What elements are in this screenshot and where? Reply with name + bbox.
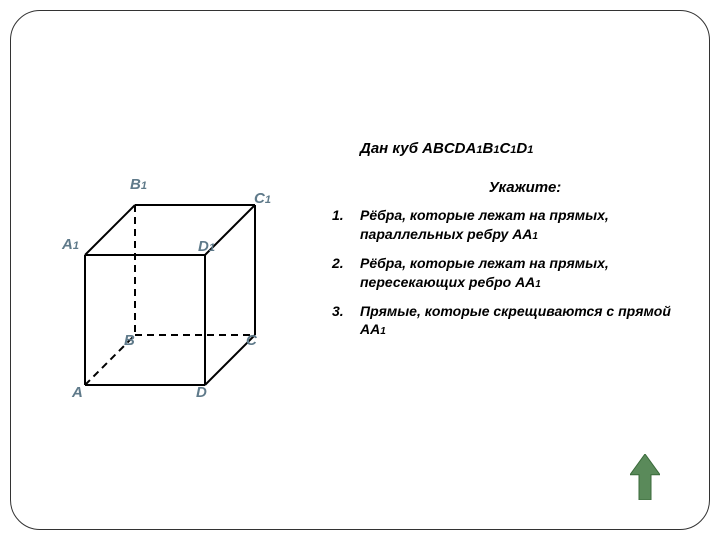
question-item: Прямые, которые скрещиваются с прямой АА… <box>320 302 690 340</box>
question-item: Рёбра, которые лежат на прямых, параллел… <box>320 206 690 244</box>
label-b1: B1 <box>130 176 147 193</box>
label-a1: A1 <box>62 236 79 253</box>
label-b: B <box>124 332 135 349</box>
label-c1: C1 <box>254 190 271 207</box>
label-a: A <box>72 384 83 401</box>
edge-a1b1 <box>85 205 135 255</box>
label-d: D <box>196 384 207 401</box>
arrow-shape <box>630 454 660 500</box>
up-arrow-icon[interactable] <box>630 454 660 500</box>
label-c: C <box>246 332 257 349</box>
question-item: Рёбра, которые лежат на прямых, пересека… <box>320 254 690 292</box>
label-d1: D1 <box>198 238 215 255</box>
text-content: Дан куб ABCDA1B1C1D1 Укажите: Рёбра, кот… <box>320 140 690 349</box>
question-list: Рёбра, которые лежат на прямых, параллел… <box>320 206 690 339</box>
subtitle: Укажите: <box>320 179 690 196</box>
problem-title: Дан куб ABCDA1B1C1D1 <box>320 140 690 157</box>
cube-diagram: A B C D A1 B1 C1 D1 <box>50 160 310 420</box>
cube-svg <box>50 160 310 420</box>
